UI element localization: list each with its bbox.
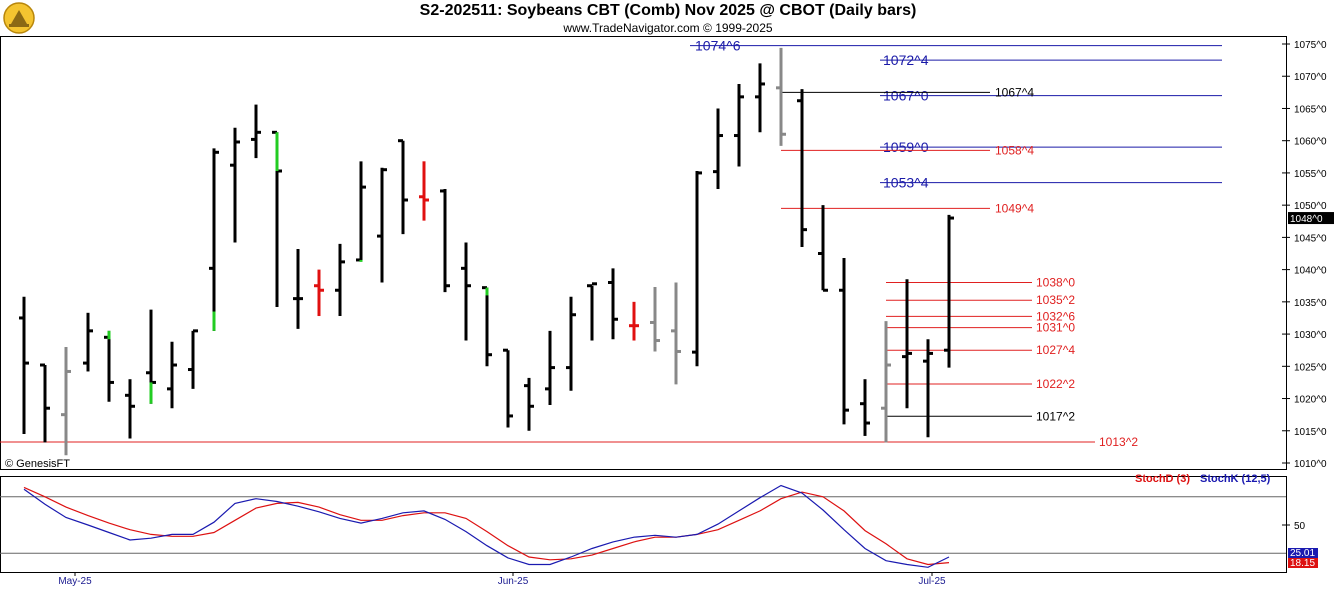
ohlc-bar [944, 214, 954, 368]
level-label: 1067^0 [883, 88, 929, 104]
y-tick-label: 1020^0 [1294, 395, 1327, 406]
level-label: 1032^6 [1036, 309, 1075, 323]
chart-title: S2-202511: Soybeans CBT (Comb) Nov 2025 … [419, 2, 917, 19]
chart-header: S2-202511: Soybeans CBT (Comb) Nov 2025 … [0, 0, 1336, 36]
level-label: 1067^4 [995, 85, 1034, 99]
genesis-logo-icon [3, 2, 35, 34]
level-label: 1053^4 [883, 175, 929, 191]
y-tick-label: 1065^0 [1294, 104, 1327, 115]
ohlc-bar [314, 269, 324, 317]
y-tick-label: 1070^0 [1294, 72, 1327, 83]
ohlc-bar [251, 104, 261, 159]
level-label: 1058^4 [995, 143, 1034, 157]
last-price-tag [1288, 212, 1334, 225]
ohlc-bar [881, 321, 891, 443]
ohlc-bar [167, 341, 177, 409]
ohlc-bar [755, 63, 765, 133]
y-tick-label: 1015^0 [1294, 427, 1327, 438]
ohlc-bar [83, 312, 93, 372]
ohlc-bar [776, 47, 786, 146]
ohlc-bar [503, 348, 513, 428]
ohlc-bar [419, 161, 429, 221]
y-tick-label: 1025^0 [1294, 362, 1327, 373]
stochk-value: 25.01 [1290, 548, 1315, 559]
ohlc-bar [335, 243, 345, 317]
level-label: 1038^0 [1036, 276, 1075, 290]
ohlc-bar [566, 296, 576, 391]
legend-stochk: StochK (12,5) [1200, 473, 1271, 485]
level-label: 1022^2 [1036, 377, 1075, 391]
last-price-label: 1048^0 [1290, 214, 1323, 225]
x-tick-label: Jul-25 [918, 576, 946, 587]
ohlc-bar [125, 379, 135, 439]
ohlc-bar [545, 330, 555, 405]
ohlc-bar [587, 282, 597, 341]
x-tick-label: May-25 [58, 576, 92, 587]
y-tick-label: 1035^0 [1294, 298, 1327, 309]
ohlc-bar [398, 139, 408, 235]
level-label: 1059^0 [883, 139, 929, 155]
ohlc-bar [61, 346, 71, 456]
y-tick-label: 1050^0 [1294, 201, 1327, 212]
y-tick-label: 1045^0 [1294, 233, 1327, 244]
ohlc-bar [734, 83, 744, 167]
chart-subtitle: www.TradeNavigator.com © 1999-2025 [563, 21, 773, 35]
ohlc-bar [629, 301, 639, 341]
legend-stochd: StochD (3) [1135, 473, 1190, 485]
ohlc-bar [818, 205, 828, 292]
ohlc-bar [461, 242, 471, 341]
x-tick-label: Jun-25 [498, 576, 529, 587]
level-label: 1035^2 [1036, 293, 1075, 307]
y-tick-label: 1040^0 [1294, 266, 1327, 277]
stoch-line [23, 486, 950, 566]
ohlc-bar [608, 268, 618, 340]
ohlc-bar [209, 148, 219, 331]
ohlc-bar [713, 108, 723, 190]
ohlc-bar [902, 279, 912, 409]
y-tick-label: 1010^0 [1294, 459, 1327, 470]
ohlc-bar [40, 363, 50, 443]
level-label: 1072^4 [883, 52, 929, 68]
copyright-label: © GenesisFT [5, 458, 70, 470]
level-label: 1031^0 [1036, 321, 1075, 335]
ohlc-bar [188, 329, 198, 389]
level-label: 1049^4 [995, 201, 1034, 215]
ohlc-bar [923, 339, 933, 438]
ohlc-bar [230, 127, 240, 243]
stochd-tag [1288, 558, 1318, 568]
ohlc-bar [671, 282, 681, 385]
ohlc-bar [524, 377, 534, 431]
ohlc-bar [797, 89, 807, 248]
ohlc-bar [860, 379, 870, 436]
stochd-value: 18.15 [1290, 558, 1315, 569]
stoch-line [23, 484, 950, 568]
ohlc-bar [293, 248, 303, 329]
y-tick-label: 1075^0 [1294, 40, 1327, 51]
level-label: 1074^6 [695, 38, 741, 54]
ohlc-bar [839, 258, 849, 425]
ohlc-bar [650, 287, 660, 352]
price-chart[interactable]: 1074^6 1072^4 1067^0 1059^0 1053^4 1067^4 1058… [0, 36, 1336, 591]
level-label: 1013^2 [1099, 435, 1138, 449]
level-label: 1017^2 [1036, 409, 1075, 423]
level-label: 1027^4 [1036, 343, 1075, 357]
ohlc-bar [377, 167, 387, 283]
ohlc-bar [440, 189, 450, 293]
ohlc-bar [692, 170, 702, 367]
y-tick-label: 1055^0 [1294, 169, 1327, 180]
y-tick-label: 1030^0 [1294, 330, 1327, 341]
stoch-tick-label: 50 [1294, 521, 1306, 532]
ohlc-bar [19, 296, 29, 434]
stochk-tag [1288, 548, 1318, 558]
y-tick-label: 1060^0 [1294, 137, 1327, 148]
